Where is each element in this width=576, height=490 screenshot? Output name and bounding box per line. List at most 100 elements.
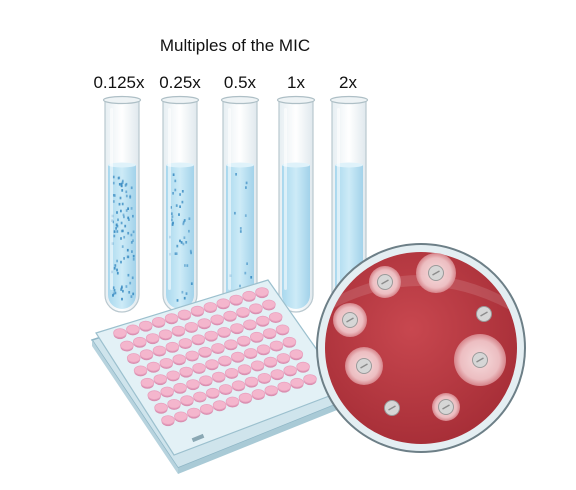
particle [131, 276, 134, 280]
tube-label-0125x: 0.125x [93, 73, 145, 92]
well [289, 349, 304, 361]
well [160, 386, 175, 398]
particle [112, 175, 115, 179]
particle [245, 186, 247, 189]
test-tubes [102, 95, 369, 313]
well-top [133, 336, 147, 347]
particle [132, 214, 134, 218]
particle [118, 202, 121, 206]
well [151, 316, 166, 328]
particle [130, 295, 133, 298]
well [282, 336, 297, 348]
antibiotic-disk [369, 266, 401, 298]
liquid-surface [108, 162, 136, 168]
well-top [262, 299, 276, 310]
antibiotic-disk [476, 306, 492, 322]
particle [122, 289, 124, 293]
well [275, 324, 290, 336]
particle [132, 258, 135, 261]
well-top [255, 287, 269, 297]
well [146, 361, 161, 373]
particle [118, 183, 121, 186]
well [218, 355, 232, 367]
well [173, 382, 187, 394]
well [165, 341, 180, 353]
well-top [244, 376, 259, 387]
well [269, 340, 284, 352]
particle [112, 181, 115, 185]
particle [120, 221, 123, 225]
well [255, 287, 269, 299]
well-top [186, 379, 200, 389]
particle [120, 184, 123, 188]
well [198, 346, 212, 358]
well-top [249, 303, 263, 314]
particle [130, 186, 133, 190]
well-top [206, 387, 220, 398]
particle [114, 194, 116, 197]
well [249, 303, 263, 315]
well-top [212, 371, 226, 382]
particle [186, 264, 189, 267]
well [238, 392, 253, 404]
particle [112, 194, 115, 197]
well [197, 318, 212, 330]
well-top [205, 359, 219, 369]
particle [121, 202, 124, 206]
particle [244, 271, 247, 275]
particle [174, 252, 177, 255]
plate-label-tag [191, 433, 205, 443]
particle [125, 209, 128, 212]
particle [121, 189, 124, 192]
well [216, 298, 231, 310]
well [203, 302, 218, 313]
well-top [154, 402, 168, 413]
tube-label-05x: 0.5x [223, 73, 257, 92]
well-top [203, 302, 218, 312]
disk-mark [388, 405, 396, 411]
well-top [250, 360, 265, 371]
well-top [204, 330, 219, 341]
well-top [180, 395, 194, 405]
well-top [224, 339, 238, 350]
well-top [224, 367, 239, 378]
particle [176, 244, 179, 248]
particle [116, 271, 119, 275]
test-tube [102, 95, 142, 313]
well [145, 333, 160, 345]
well-top [210, 314, 225, 325]
well [190, 305, 205, 317]
well [166, 370, 181, 382]
well [126, 324, 140, 336]
well-top [257, 372, 272, 383]
particle [114, 264, 117, 267]
well-top [120, 340, 134, 351]
well-top [243, 348, 258, 358]
particle [245, 181, 248, 185]
tube-rim [220, 95, 260, 105]
well-top [174, 411, 188, 422]
well-top [211, 343, 225, 353]
well-top [173, 382, 187, 393]
particle [113, 234, 116, 238]
particle [130, 233, 133, 237]
well-top [216, 298, 231, 309]
particle [121, 179, 124, 183]
particle [179, 239, 181, 243]
well-top [303, 374, 317, 384]
well-top [218, 355, 232, 366]
well [270, 369, 285, 381]
tube-highlight [168, 108, 171, 290]
particle [246, 262, 248, 265]
well-top [251, 389, 266, 399]
particle [124, 224, 127, 228]
particle [188, 229, 190, 233]
particle [120, 182, 123, 186]
well-top [172, 354, 187, 364]
well-top [145, 333, 160, 343]
antibiotic-disks [333, 253, 506, 421]
particle [184, 264, 186, 267]
well-top [152, 345, 167, 356]
well-top [126, 353, 141, 363]
particle [112, 294, 114, 297]
